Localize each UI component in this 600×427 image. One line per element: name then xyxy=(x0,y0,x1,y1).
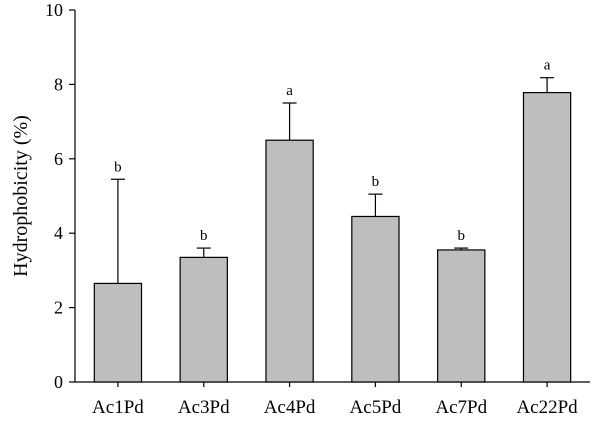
x-tick-label: Ac7Pd xyxy=(435,397,487,418)
significance-label: a xyxy=(286,83,293,99)
y-tick-label: 6 xyxy=(54,149,63,169)
significance-label: b xyxy=(458,228,466,244)
bar xyxy=(522,91,572,383)
significance-label: b xyxy=(372,174,380,190)
x-tick-label: Ac5Pd xyxy=(350,397,402,418)
x-tick-label: Ac22Pd xyxy=(516,397,578,418)
x-tick-label: Ac3Pd xyxy=(178,397,230,418)
y-tick-label: 8 xyxy=(54,74,63,94)
significance-label: b xyxy=(114,159,122,175)
bar xyxy=(179,256,228,383)
x-tick-label: Ac1Pd xyxy=(92,397,144,418)
x-tick-label: Ac4Pd xyxy=(264,397,316,418)
bar xyxy=(265,139,314,383)
significance-label: a xyxy=(544,58,551,74)
bar xyxy=(93,282,143,383)
bar xyxy=(437,249,486,383)
axes xyxy=(69,9,590,387)
y-axis-title: Hydrophobicity (%) xyxy=(10,115,32,277)
bar xyxy=(351,215,400,383)
significance-label: b xyxy=(200,228,208,244)
bars xyxy=(93,77,572,383)
labels: 0 2 4 6 8 10 b Ac1Pd b Ac3Pd a Ac4Pd b Ac5Pd b Ac7Pd a Ac… xyxy=(45,0,578,418)
y-tick-label: 4 xyxy=(54,223,63,243)
y-tick-label: 10 xyxy=(45,0,63,20)
y-tick-label: 0 xyxy=(54,372,63,392)
y-tick-label: 2 xyxy=(54,298,63,318)
